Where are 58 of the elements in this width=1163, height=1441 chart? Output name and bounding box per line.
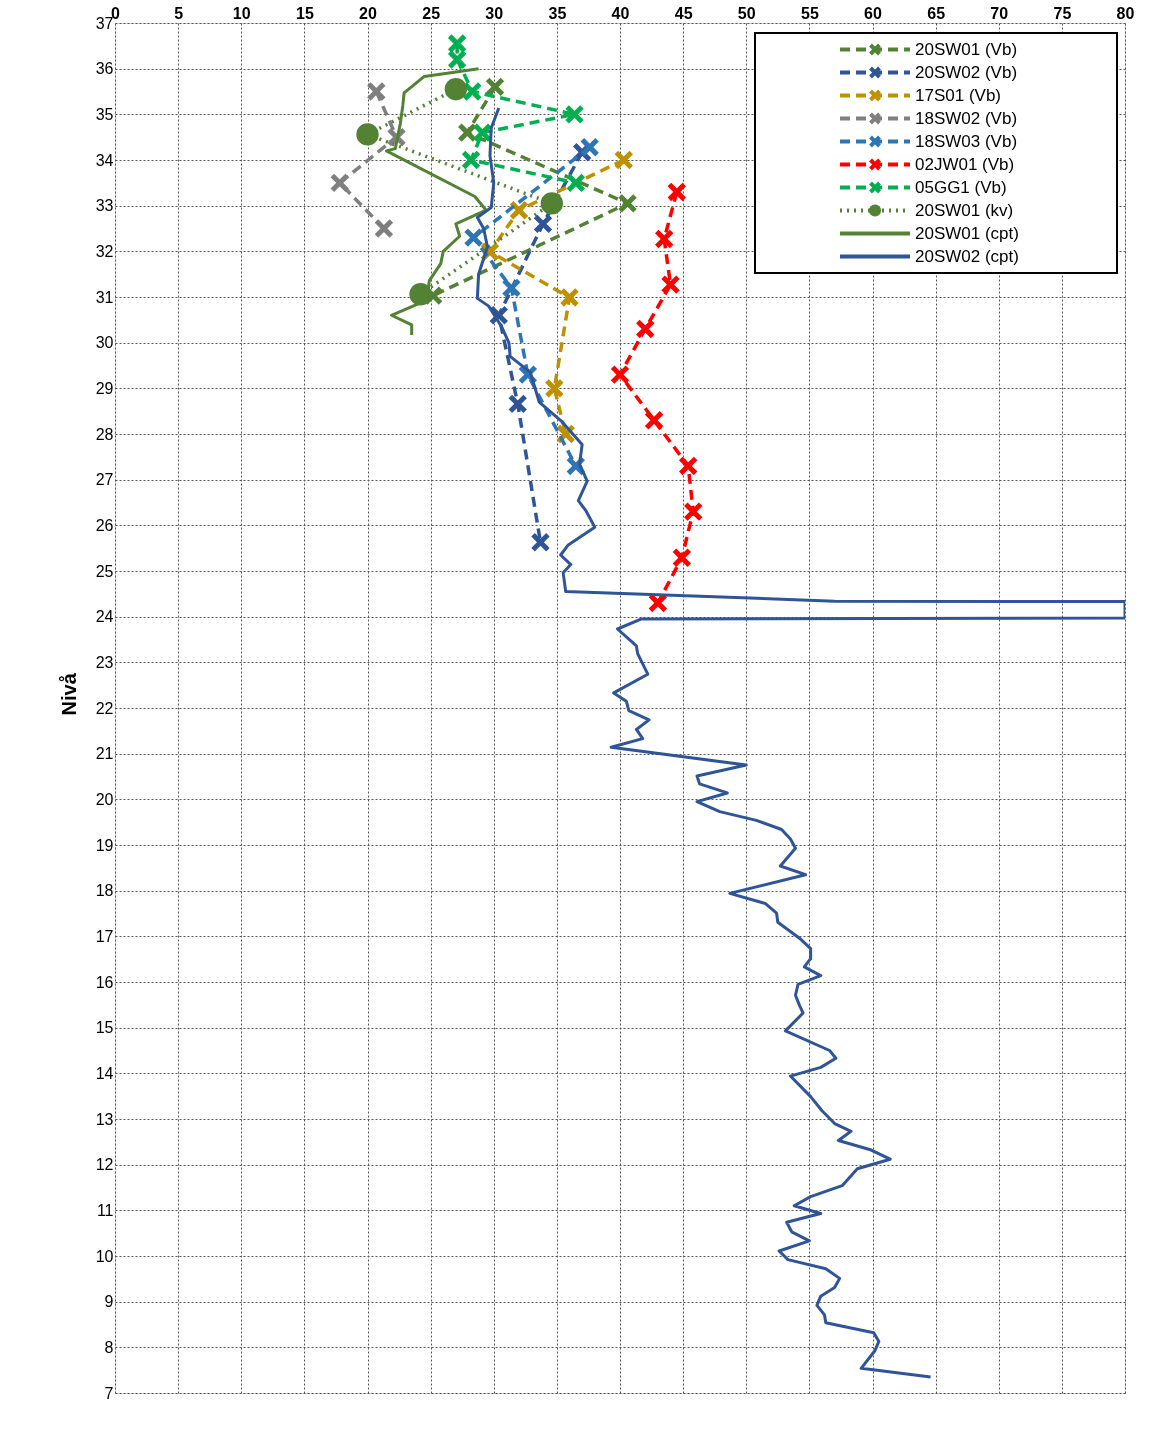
y-tick-label: 26 [95,516,114,534]
legend-label: 20SW01 (cpt) [915,223,1019,243]
x-tick-label: 45 [674,4,693,22]
x-tick-label: 50 [737,4,756,22]
legend-label: 17S01 (Vb) [915,85,1001,105]
y-tick-label: 23 [95,653,114,671]
y-tick-label: 16 [95,973,114,991]
y-tick-label: 10 [95,1247,114,1265]
y-tick-label: 29 [95,379,114,397]
y-tick-label: 20 [95,790,114,808]
y-tick-label: 17 [95,927,114,945]
x-tick-label: 0 [111,4,121,22]
y-tick-label: 8 [104,1338,114,1356]
x-tick-label: 30 [485,4,504,22]
y-tick-label: 22 [95,699,114,717]
y-tick-label: 21 [95,745,114,763]
y-tick-label: 27 [95,471,114,489]
y-tick-label: 25 [95,562,114,580]
x-tick-label: 20 [359,4,377,22]
x-tick-label: 15 [295,4,314,22]
legend-label: 20SW02 (Vb) [915,62,1018,82]
x-tick-label: 80 [1116,4,1135,22]
legend-label: 20SW01 (Vb) [915,39,1018,59]
legend-label: 18SW02 (Vb) [915,108,1018,128]
y-tick-label: 31 [95,288,114,306]
y-tick-label: 24 [95,608,114,626]
y-tick-label: 35 [95,105,114,123]
y-tick-label: 9 [104,1293,114,1311]
y-tick-label: 33 [95,197,114,215]
y-tick-label: 34 [95,151,114,169]
legend-label: 18SW03 (Vb) [915,131,1018,151]
x-tick-label: 75 [1053,4,1072,22]
y-axis-title: Nivå [58,672,80,716]
y-tick-label: 30 [95,334,114,352]
legend-label: 20SW01 (kv) [915,200,1014,220]
x-tick-label: 35 [548,4,567,22]
y-tick-label: 14 [95,1064,114,1082]
x-tick-label: 40 [611,4,630,22]
x-tick-label: 65 [927,4,946,22]
y-tick-label: 18 [95,882,114,900]
y-tick-label: 11 [96,1201,114,1219]
x-tick-label: 55 [800,4,819,22]
y-tick-label: 32 [95,242,114,260]
y-tick-label: 19 [95,836,114,854]
x-tick-label: 10 [232,4,251,22]
y-tick-label: 7 [104,1384,114,1402]
x-tick-label: 60 [864,4,882,22]
y-tick-label: 12 [95,1156,114,1174]
x-tick-label: 25 [422,4,441,22]
x-tick-label: 5 [174,4,184,22]
legend-label: 02JW01 (Vb) [915,154,1015,174]
y-tick-label: 28 [95,425,114,443]
y-tick-label: 36 [95,60,114,78]
y-tick-label: 15 [95,1019,114,1037]
legend-label: 20SW02 (cpt) [915,246,1019,266]
y-tick-label: 13 [95,1110,114,1128]
x-tick-label: 70 [990,4,1009,22]
legend-label: 05GG1 (Vb) [915,177,1007,197]
